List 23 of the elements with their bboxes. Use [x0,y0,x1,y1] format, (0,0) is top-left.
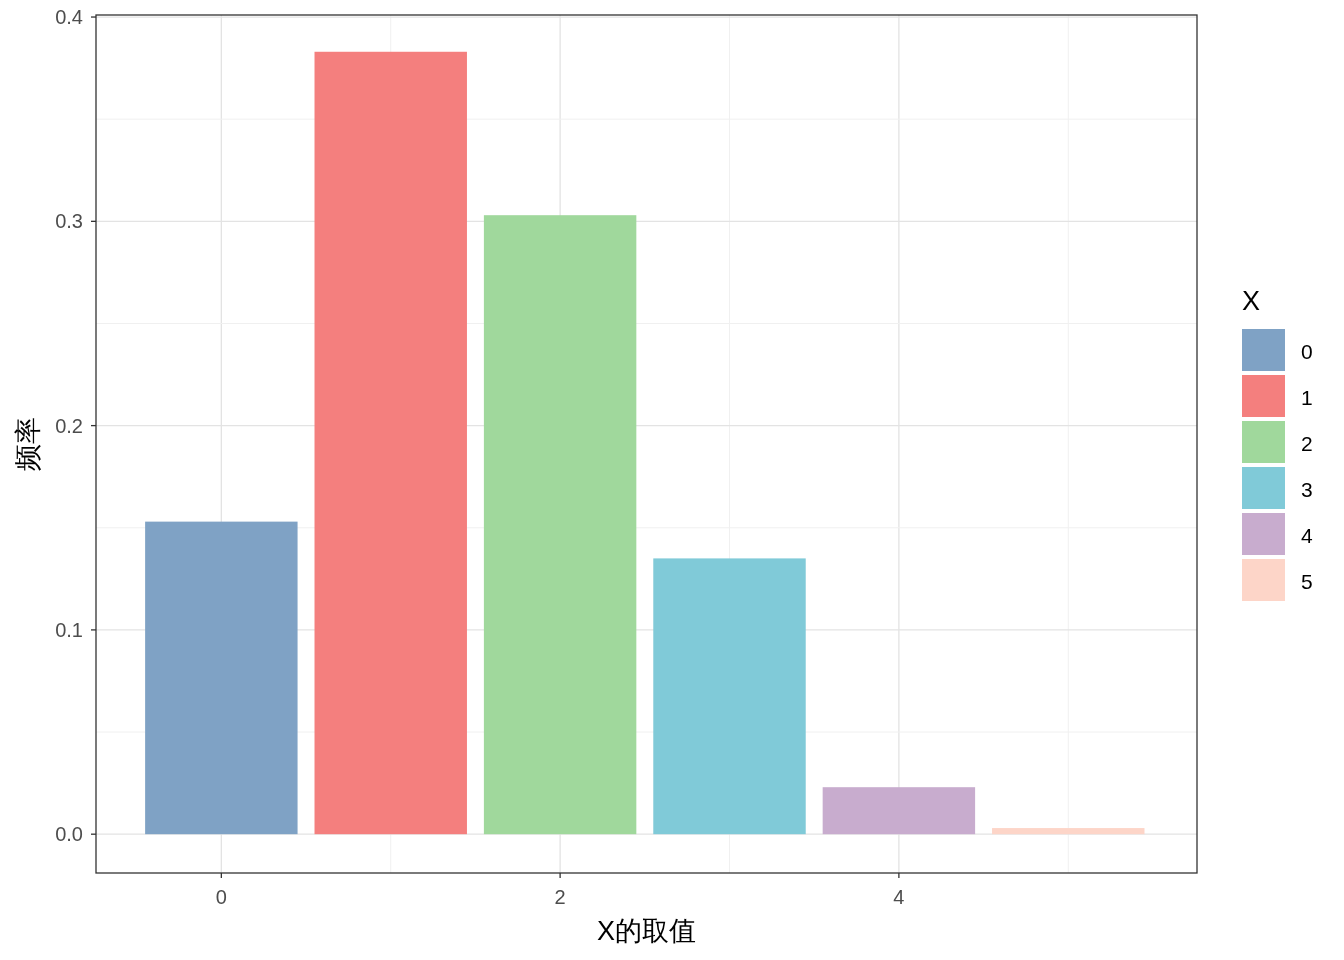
x-axis-title: X的取值 [596,916,697,946]
legend-label: 3 [1301,478,1313,501]
legend-label: 0 [1301,340,1313,363]
bar [822,787,976,835]
bar [145,521,298,835]
bar [653,558,806,835]
bar [314,51,467,835]
bar [992,828,1145,835]
y-tick-label: 0.3 [55,210,83,233]
legend-label: 5 [1301,570,1313,593]
y-axis-title: 频率 [13,417,43,471]
y-tick-label: 0.2 [55,414,83,437]
y-tick-label: 0.1 [55,618,83,641]
x-tick-label: 4 [893,886,905,908]
y-tick-label: 0.4 [55,6,83,29]
legend-label: 4 [1301,524,1313,547]
y-tick-label: 0.0 [55,823,83,846]
x-tick-label: 2 [554,886,566,908]
legend-label: 2 [1301,432,1313,455]
legend-title: X [1242,286,1261,316]
bar [483,215,637,835]
legend-label: 1 [1301,386,1313,409]
x-tick-label: 0 [215,886,227,908]
